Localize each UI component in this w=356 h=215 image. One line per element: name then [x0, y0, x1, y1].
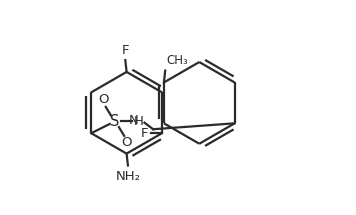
- Text: F: F: [141, 127, 148, 140]
- Text: O: O: [98, 93, 108, 106]
- Text: N: N: [129, 114, 139, 127]
- Text: H: H: [134, 115, 143, 128]
- Text: F: F: [121, 44, 129, 57]
- Text: S: S: [110, 114, 120, 129]
- Text: CH₃: CH₃: [167, 54, 188, 67]
- Text: O: O: [121, 137, 132, 149]
- Text: NH₂: NH₂: [115, 170, 140, 183]
